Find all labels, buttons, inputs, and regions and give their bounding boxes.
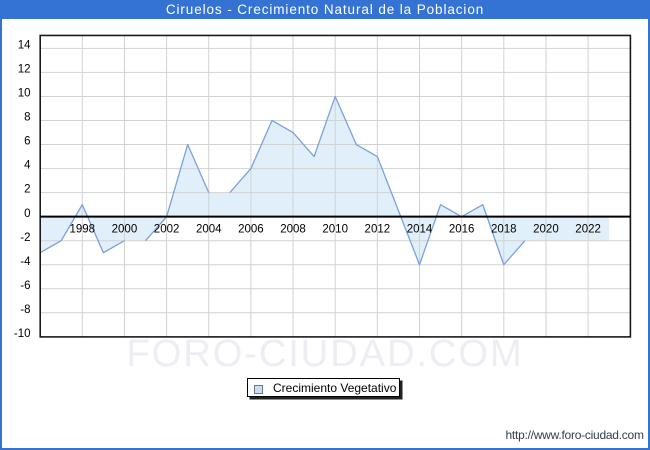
svg-text:8: 8: [24, 112, 30, 124]
svg-text:2000: 2000: [112, 224, 138, 236]
svg-text:6: 6: [24, 136, 30, 148]
svg-text:2022: 2022: [575, 224, 601, 236]
svg-text:2012: 2012: [365, 224, 391, 236]
svg-text:-2: -2: [20, 232, 30, 244]
svg-text:-4: -4: [20, 256, 31, 268]
svg-text:2014: 2014: [407, 224, 433, 236]
svg-text:0: 0: [24, 208, 30, 220]
svg-text:2010: 2010: [322, 224, 348, 236]
svg-text:2006: 2006: [238, 224, 264, 236]
svg-text:12: 12: [18, 64, 31, 76]
svg-text:2020: 2020: [533, 224, 559, 236]
svg-text:2016: 2016: [449, 224, 475, 236]
svg-text:2008: 2008: [280, 224, 306, 236]
svg-text:2018: 2018: [491, 224, 517, 236]
svg-text:10: 10: [18, 88, 31, 100]
svg-text:2002: 2002: [154, 224, 180, 236]
svg-text:-6: -6: [20, 280, 30, 292]
svg-text:14: 14: [18, 39, 31, 51]
svg-text:2004: 2004: [196, 224, 222, 236]
svg-text:2: 2: [24, 184, 30, 196]
svg-text:4: 4: [24, 160, 31, 172]
svg-text:1998: 1998: [70, 224, 96, 236]
svg-text:-8: -8: [20, 304, 30, 316]
svg-text:-10: -10: [14, 328, 31, 340]
